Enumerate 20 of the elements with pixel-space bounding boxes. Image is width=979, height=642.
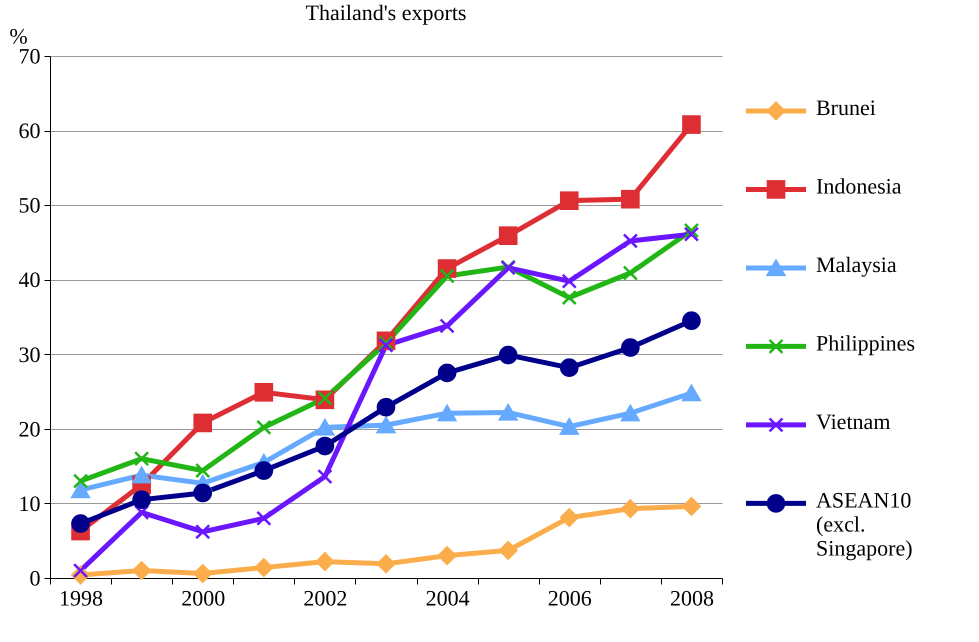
chart-title: Thailand's exports xyxy=(306,0,466,25)
x-tick-label: 1998 xyxy=(59,586,104,610)
y-tick-label: 0 xyxy=(30,566,40,590)
legend-label: Brunei xyxy=(816,94,876,120)
x-tick-label: 2002 xyxy=(303,586,348,610)
legend-label: Malaysia xyxy=(816,252,897,277)
x-tick-label: 2000 xyxy=(181,586,226,610)
x-tick-label: 2006 xyxy=(548,586,592,610)
y-tick-label: 30 xyxy=(18,342,40,367)
x-tick-label: 2004 xyxy=(426,586,470,610)
legend-label: Vietnam xyxy=(816,408,890,434)
legend-label: ASEAN10 (excl. Singapore) xyxy=(816,487,913,560)
y-tick-label: 20 xyxy=(18,416,40,442)
y-tick-label: 50 xyxy=(18,192,40,218)
y-tick-label: 60 xyxy=(18,118,40,144)
y-tick-label: 40 xyxy=(18,267,40,292)
legend-label: Indonesia xyxy=(816,173,902,198)
legend-label: Philippines xyxy=(816,330,916,356)
x-tick-label: 2008 xyxy=(670,586,714,610)
y-tick-label: 10 xyxy=(18,490,40,516)
